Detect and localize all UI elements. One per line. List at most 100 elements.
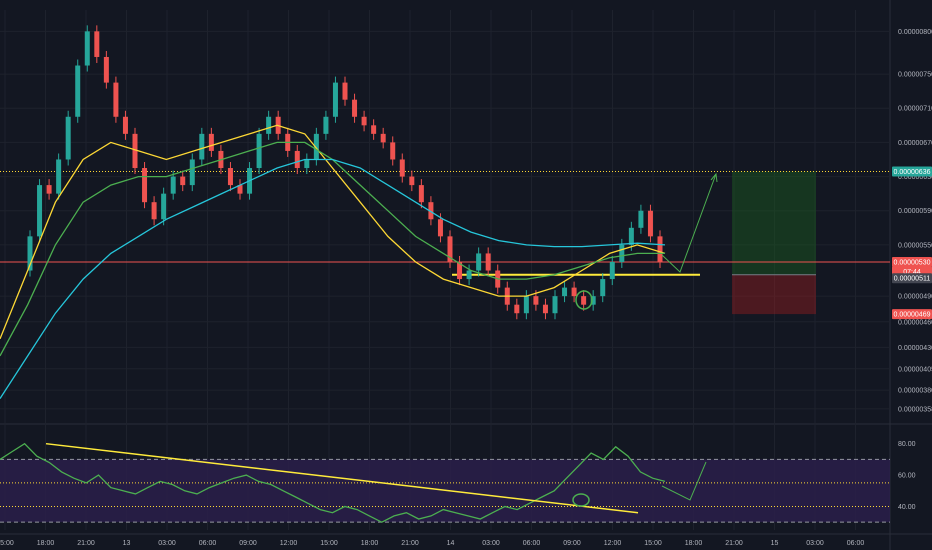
x-tick-label: 15:00: [644, 540, 662, 547]
axes: 15:00 18:00 21:00 13 03:00 06:00 09:00 12:00 15:…: [0, 29, 932, 547]
candle[interactable]: [294, 150, 300, 169]
candle[interactable]: [75, 65, 81, 117]
candle[interactable]: [542, 304, 548, 314]
candle[interactable]: [562, 287, 568, 297]
y-tick-label: 0.00000490: [898, 294, 932, 301]
highlight-circle: [575, 290, 593, 310]
projection-arrowhead: [710, 172, 718, 183]
candle[interactable]: [199, 133, 205, 160]
candle[interactable]: [647, 210, 653, 237]
candle[interactable]: [94, 31, 100, 57]
candle[interactable]: [323, 116, 329, 134]
moving-average-1[interactable]: [0, 124, 666, 340]
candle[interactable]: [237, 185, 243, 194]
candle[interactable]: [122, 116, 128, 134]
candle[interactable]: [103, 56, 109, 83]
osc-y-tick-label: 40.00: [898, 504, 916, 511]
candle[interactable]: [600, 279, 606, 297]
candle[interactable]: [151, 202, 157, 220]
x-tick-label: 21:00: [401, 540, 419, 547]
x-tick-label: 14: [447, 540, 455, 547]
candle[interactable]: [552, 296, 558, 314]
candle[interactable]: [638, 210, 644, 228]
candle[interactable]: [571, 287, 577, 297]
x-tick-label: 21:00: [725, 540, 743, 547]
y-tick-label: 0.00000630: [898, 174, 932, 181]
candle[interactable]: [590, 296, 596, 305]
candle[interactable]: [304, 159, 310, 169]
price-badge: [892, 273, 932, 284]
projection-arrow: [661, 173, 717, 273]
candle[interactable]: [428, 202, 434, 220]
candle[interactable]: [170, 176, 176, 194]
candle[interactable]: [437, 219, 443, 237]
moving-average-3[interactable]: [0, 158, 666, 399]
candle[interactable]: [46, 185, 52, 194]
candle[interactable]: [65, 116, 71, 160]
candle[interactable]: [657, 236, 663, 262]
candle[interactable]: [533, 296, 539, 305]
candle[interactable]: [609, 261, 615, 280]
price-badge-label: 0.00000469: [894, 312, 931, 319]
candle[interactable]: [466, 270, 472, 280]
price-badge: [892, 256, 932, 267]
x-tick-label: 15:00: [320, 540, 338, 547]
candle[interactable]: [628, 227, 634, 245]
candle[interactable]: [581, 296, 587, 305]
candle[interactable]: [485, 253, 491, 271]
candle[interactable]: [227, 168, 233, 186]
candle[interactable]: [342, 82, 348, 100]
candle[interactable]: [180, 176, 186, 186]
y-tick-label: 0.00000430: [898, 345, 932, 352]
candle[interactable]: [457, 261, 463, 280]
candle[interactable]: [361, 116, 367, 126]
osc-y-tick-label: 60.00: [898, 473, 916, 480]
x-tick-label: 06:00: [523, 540, 541, 547]
y-tick-label: 0.00000710: [898, 106, 932, 113]
candle[interactable]: [313, 133, 319, 160]
candle[interactable]: [266, 116, 272, 134]
osc-y-tick-label: 80.00: [898, 441, 916, 448]
candle[interactable]: [27, 236, 33, 271]
candle[interactable]: [189, 159, 195, 186]
candle[interactable]: [132, 133, 138, 169]
oscillator-trendline: [45, 442, 639, 514]
candle[interactable]: [37, 185, 43, 237]
candle[interactable]: [619, 244, 625, 262]
candle[interactable]: [56, 159, 62, 194]
x-tick-label: 18:00: [37, 540, 55, 547]
x-tick-label: 15: [771, 540, 779, 547]
candle[interactable]: [514, 304, 520, 314]
candle[interactable]: [447, 236, 453, 262]
y-tick-label: 0.00000750: [898, 72, 932, 79]
candle[interactable]: [142, 168, 148, 203]
candle[interactable]: [208, 133, 214, 151]
y-tick-label: 0.00000460: [898, 319, 932, 326]
x-tick-label: 21:00: [77, 540, 95, 547]
candle[interactable]: [256, 133, 262, 169]
candle[interactable]: [399, 159, 405, 177]
candle[interactable]: [113, 82, 119, 117]
candle[interactable]: [371, 125, 377, 134]
oscillator-panel[interactable]: [0, 442, 890, 523]
position-target-zone: [732, 171, 816, 275]
candle[interactable]: [84, 31, 90, 66]
x-tick-label: 09:00: [563, 540, 581, 547]
oscillator-line[interactable]: [0, 442, 666, 523]
candle[interactable]: [418, 185, 424, 203]
y-tick-label: 0.00000380: [898, 388, 932, 395]
candle[interactable]: [523, 296, 529, 314]
candle[interactable]: [390, 142, 396, 160]
x-tick-label: 03:00: [158, 540, 176, 547]
candle[interactable]: [409, 176, 415, 186]
x-tick-label: 03:00: [806, 540, 824, 547]
candle[interactable]: [476, 253, 482, 271]
price-panel[interactable]: [0, 25, 890, 399]
candle[interactable]: [380, 133, 386, 143]
candle[interactable]: [352, 99, 358, 117]
candle[interactable]: [161, 193, 167, 220]
y-tick-label: 0.00000800: [898, 29, 932, 36]
candle[interactable]: [332, 82, 338, 117]
